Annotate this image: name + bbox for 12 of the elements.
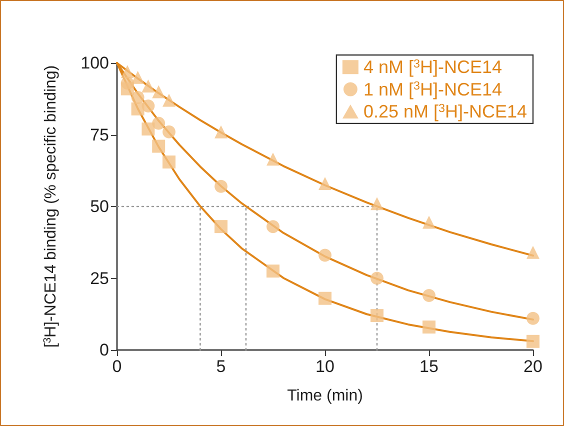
x-tick-label: 10 [316, 357, 334, 376]
x-tick-label: 15 [420, 357, 438, 376]
y-axis-title: [3H]-NCE14 binding (% specific binding) [42, 65, 60, 348]
y-tick-label: 25 [90, 268, 109, 288]
y-tick-label: 0 [100, 340, 109, 360]
y-tick-label: 75 [90, 125, 109, 144]
y-tick-label: 50 [90, 197, 109, 216]
x-axis-title: Time (min) [287, 388, 363, 404]
x-tick-label: 5 [216, 357, 226, 376]
x-tick-label: 0 [112, 357, 122, 376]
x-tick-label: 20 [524, 357, 542, 376]
y-tick-label: 100 [80, 54, 109, 72]
